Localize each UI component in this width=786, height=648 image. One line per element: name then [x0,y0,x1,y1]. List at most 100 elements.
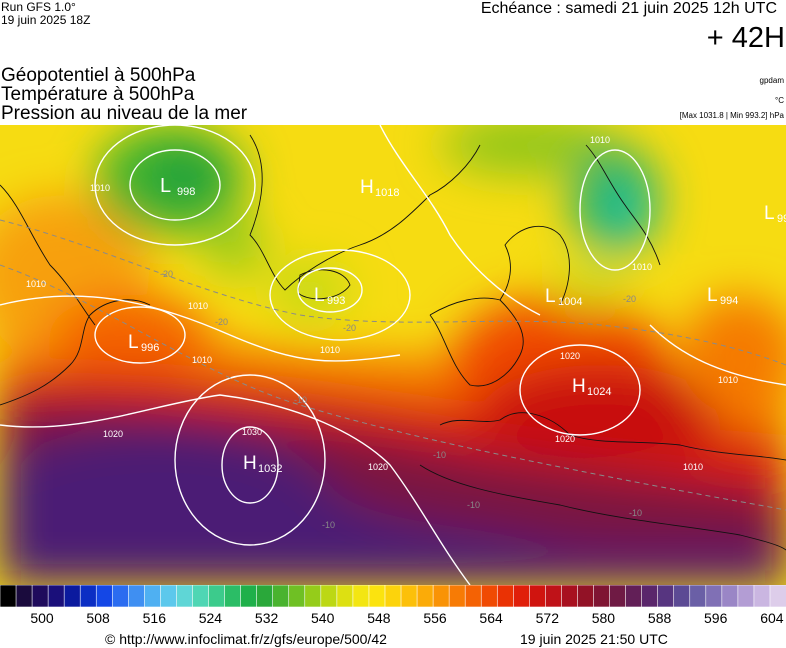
isobar-labels: 1010 1010 1010 1010 1010 1010 1020 1020 … [26,135,738,472]
legend-label: 572 [535,610,559,626]
legend-swatch [448,585,466,607]
legend-swatch [304,585,322,607]
isobar-label: 1010 [192,355,212,365]
legend-swatch [480,585,499,607]
isobar-label: 1030 [242,427,262,437]
legend-label: 532 [254,610,279,626]
legend-swatch [641,585,659,607]
temperature-labels: -20 -20 -20 -10 -10 -10 -10 -10 -20 [160,269,642,530]
legend-swatch [95,585,114,607]
legend-swatch [272,585,290,607]
title-temperature: Température à 500hPa [1,84,195,105]
unit-celsius: °C [775,96,784,105]
temperature-label: -20 [343,323,356,333]
legend-label: 548 [367,610,391,626]
temperature-label: -20 [160,269,173,279]
legend-swatch [673,585,691,607]
title-geopotential: Géopotentiel à 500hPa [1,65,196,86]
legend-label: 524 [198,610,223,626]
legend-swatch [769,585,786,607]
temperature-label: -10 [467,500,480,510]
temperature-label: -10 [629,508,642,518]
legend-swatch [529,585,547,607]
pressure-center-value: 1004 [558,296,582,308]
legend-swatch [224,585,242,607]
temperature-label: -20 [215,317,228,327]
coastlines [0,134,786,551]
pressure-center: H [572,376,586,397]
legend-swatch [111,585,130,607]
legend-swatch [561,585,579,607]
temperature-label: -10 [294,395,307,405]
legend-label: 580 [591,610,616,626]
legend-label: 516 [142,610,166,626]
isobar-label: 1020 [555,434,575,444]
pressure-center-value: 996 [141,342,159,354]
legend-swatch [160,585,178,607]
pressure-center: L [707,285,718,306]
legend-swatch [593,585,611,607]
echeance-label: Echéance : samedi 21 juin 2025 12h UTC [480,0,777,17]
run-date: 19 juin 2025 18Z [1,13,91,27]
footer-url[interactable]: © http://www.infoclimat.fr/z/gfs/europe/… [105,631,387,647]
pressure-center: L [314,285,325,306]
weather-map: L 998 H 1018 L 993 L 996 L 1004 L 994 L … [0,125,786,585]
legend-swatch [47,585,65,607]
pressure-center: L [128,332,139,353]
legend-swatch [288,585,306,607]
temperature-label: -10 [433,450,446,460]
pressure-center-value: 998 [177,186,195,198]
legend-swatch [0,585,17,607]
title-pressure: Pression au niveau de la mer [1,103,248,124]
isobar-label: 1020 [368,462,388,472]
legend-swatch [63,585,82,607]
legend-label: 556 [423,610,447,626]
isobar-label: 1010 [718,375,738,385]
pressure-minmax: [Max 1031.8 | Min 993.2] hPa [679,111,784,120]
legend-swatch [625,585,643,607]
isotherms [0,219,786,511]
legend-swatch [176,585,194,607]
legend-label: 540 [311,610,335,626]
pressure-center: L [160,175,171,197]
legend-swatch [144,585,162,607]
unit-gpdam: gpdam [759,76,784,85]
isobar-label: 1010 [632,262,652,272]
isobars [0,125,786,585]
lead-time: + 42H [706,22,785,54]
color-legend [0,585,786,607]
pressure-center-value: 1018 [375,187,399,199]
legend-swatch [400,585,418,607]
legend-swatch [128,585,146,607]
legend-swatch [416,585,434,607]
legend-swatch [79,585,98,607]
legend-swatch [496,585,515,607]
pressure-center: H [243,453,257,474]
legend-swatch [256,585,274,607]
legend-swatch [513,585,531,607]
legend-swatch [705,585,723,607]
isobar-label: 1010 [683,462,703,472]
pressure-center: L [764,203,775,224]
legend-swatch [721,585,739,607]
run-label: Run GFS 1.0° [1,0,76,14]
legend-swatch [577,585,595,607]
legend-swatch [689,585,707,607]
isobar-label: 1010 [26,279,46,289]
legend-swatch [384,585,402,607]
pressure-center-value: 1024 [587,386,611,398]
pressure-center-value: 994 [720,295,738,307]
isobar-label: 1020 [560,351,580,361]
isobar-label: 1010 [90,183,110,193]
legend-swatch [432,585,450,607]
legend-swatch [208,585,226,607]
legend-label: 564 [479,610,503,626]
pressure-center: L [545,286,556,307]
legend-swatch [31,585,49,607]
legend-swatch [753,585,771,607]
legend-swatch [545,585,563,607]
geopotential-field [0,125,786,585]
legend-label: 596 [704,610,728,626]
legend-swatch [240,585,258,607]
pressure-center-value: 993 [327,295,345,307]
